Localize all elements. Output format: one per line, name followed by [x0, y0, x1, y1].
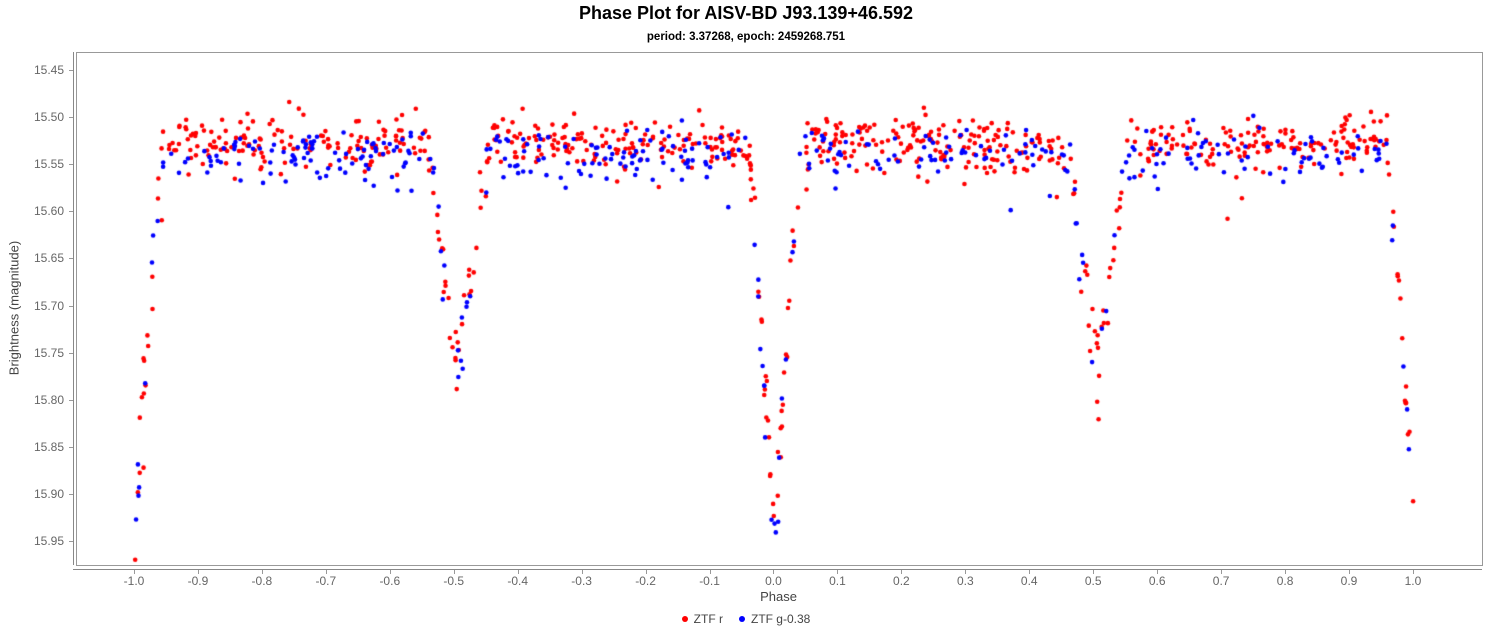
x-tick-mark	[197, 570, 199, 574]
y-tick-label: 15.75	[33, 345, 64, 360]
x-tick-label: 0.9	[1340, 574, 1358, 588]
legend-dot-icon	[681, 616, 688, 622]
legend-item-ztf-g-0-38: ZTF g-0.38	[738, 612, 811, 626]
x-tick-label: -0.4	[507, 574, 529, 588]
x-tick-label: 0.7	[1212, 574, 1230, 588]
legend-label: ZTF r	[693, 612, 723, 626]
y-tick-label: 15.65	[33, 251, 64, 266]
y-axis-title: Brightness (magnitude)	[6, 240, 22, 376]
y-tick-mark	[69, 352, 73, 354]
x-tick-label: 0.6	[1148, 574, 1166, 588]
x-tick-label: -0.3	[571, 574, 592, 588]
x-tick-label: -0.5	[443, 574, 465, 588]
x-tick-mark	[1157, 570, 1159, 574]
x-tick-mark	[709, 570, 711, 574]
plot-area	[76, 52, 1483, 566]
x-tick-label: 0.3	[956, 574, 974, 588]
y-tick-label: 15.45	[33, 62, 64, 77]
y-tick-label: 15.95	[33, 534, 64, 548]
x-tick-label: -0.9	[187, 574, 209, 588]
x-tick-label: -1.0	[123, 574, 145, 588]
x-tick-label: 0.4	[1020, 574, 1038, 588]
x-tick-mark	[134, 570, 135, 574]
x-tick-mark	[965, 570, 967, 574]
x-tick-label: 0.1	[829, 574, 846, 588]
y-tick-mark	[69, 258, 73, 260]
x-tick-mark	[645, 570, 647, 574]
y-tick-label: 15.55	[33, 157, 64, 172]
y-tick-label: 15.90	[33, 486, 64, 501]
chart-title: Phase Plot for AISV-BD J93.139+46.592	[578, 3, 913, 23]
x-tick-label: 0.0	[765, 574, 782, 588]
x-tick-mark	[1412, 570, 1414, 574]
x-tick-mark	[261, 570, 263, 574]
x-tick-mark	[1093, 570, 1095, 574]
y-tick-mark	[69, 446, 73, 448]
y-tick-mark	[69, 493, 73, 495]
chart-subtitle: period: 3.37268, epoch: 2459268.751	[646, 31, 846, 43]
x-tick-mark	[389, 570, 391, 574]
x-tick-mark	[901, 570, 903, 574]
x-axis-line	[73, 569, 1482, 570]
y-tick-mark	[69, 164, 73, 166]
x-tick-mark	[1285, 570, 1287, 574]
x-tick-mark	[581, 570, 583, 574]
legend-dot-icon	[738, 616, 745, 622]
x-tick-mark	[1029, 570, 1031, 574]
legend: ZTF r ZTF g-0.38	[0, 612, 1492, 626]
x-axis-title: Phase	[760, 589, 797, 604]
x-tick-label: -0.1	[699, 574, 720, 588]
x-tick-label: 0.5	[1084, 574, 1102, 588]
x-tick-mark	[325, 570, 327, 574]
x-tick-label: -0.2	[635, 574, 656, 588]
y-tick-mark	[69, 305, 73, 307]
y-tick-mark	[69, 117, 73, 119]
x-tick-mark	[453, 570, 455, 574]
x-tick-label: 0.2	[893, 574, 910, 588]
y-axis-line	[73, 52, 74, 565]
scatter-points-canvas	[77, 53, 1482, 565]
y-tick-label: 15.85	[33, 439, 64, 454]
y-tick-label: 15.60	[33, 204, 64, 219]
x-tick-label: 0.8	[1276, 574, 1294, 588]
y-tick-label: 15.50	[33, 110, 64, 125]
y-tick-mark	[69, 69, 73, 71]
y-tick-mark	[69, 399, 73, 401]
legend-item-ztf-r: ZTF r	[681, 612, 723, 626]
x-tick-mark	[517, 570, 519, 574]
x-tick-mark	[1221, 570, 1223, 574]
x-tick-label: -0.8	[251, 574, 273, 588]
y-tick-mark	[69, 211, 73, 213]
y-tick-mark	[69, 541, 73, 542]
x-tick-mark	[773, 570, 775, 574]
y-tick-label: 15.80	[33, 392, 64, 407]
legend-label: ZTF g-0.38	[750, 612, 811, 626]
x-tick-label: -0.7	[315, 574, 337, 588]
x-tick-label: 1.0	[1404, 574, 1422, 588]
x-tick-label: -0.6	[379, 574, 401, 588]
x-tick-mark	[837, 570, 839, 574]
y-tick-label: 15.70	[33, 298, 64, 313]
x-tick-mark	[1349, 570, 1350, 574]
